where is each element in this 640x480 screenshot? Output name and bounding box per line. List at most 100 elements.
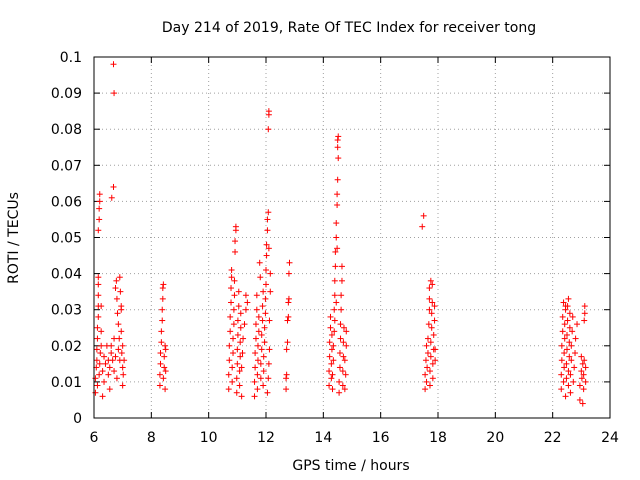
data-point (560, 378, 567, 385)
y-tick-label: 0.03 (51, 303, 82, 319)
x-tick-labels: 6 8 10 12 14 16 18 20 22 24 (90, 430, 619, 446)
data-point (285, 270, 292, 277)
data-point (340, 324, 347, 331)
data-point (121, 357, 128, 364)
data-point (232, 223, 239, 230)
data-point (283, 371, 290, 378)
data-point (159, 285, 166, 292)
data-point (119, 364, 126, 371)
data-point (337, 335, 344, 342)
data-point (332, 263, 339, 270)
data-point (328, 331, 335, 338)
data-point (331, 328, 338, 335)
data-point (582, 364, 589, 371)
data-point (576, 396, 583, 403)
x-tick-label: 24 (601, 430, 619, 446)
data-point (95, 227, 102, 234)
x-tick-label: 16 (372, 430, 390, 446)
data-point (326, 368, 333, 375)
data-point (255, 328, 262, 335)
data-point (237, 353, 244, 360)
data-point (95, 274, 102, 281)
data-point (106, 364, 113, 371)
data-point (261, 339, 268, 346)
y-tick-label: 0.04 (51, 267, 82, 283)
data-point (95, 292, 102, 299)
data-point (102, 360, 109, 367)
data-point (96, 205, 103, 212)
data-point (331, 277, 338, 284)
data-point (257, 274, 264, 281)
data-point (572, 335, 579, 342)
data-point (257, 375, 264, 382)
gridlines (94, 57, 610, 418)
data-point (336, 389, 343, 396)
data-point (96, 216, 103, 223)
data-point (565, 368, 572, 375)
data-point (338, 292, 345, 299)
data-point (566, 310, 573, 317)
data-point (117, 288, 124, 295)
data-point (94, 324, 101, 331)
data-point (561, 321, 568, 328)
data-point (327, 324, 334, 331)
data-point (162, 368, 169, 375)
data-point (563, 375, 570, 382)
data-point (334, 137, 341, 144)
data-point (326, 339, 333, 346)
data-point (156, 382, 163, 389)
data-point (109, 357, 116, 364)
data-point (230, 350, 237, 357)
data-point (336, 364, 343, 371)
data-point (156, 371, 163, 378)
data-point (93, 346, 100, 353)
data-point (162, 346, 169, 353)
data-point (581, 303, 588, 310)
data-point (254, 342, 261, 349)
data-point (158, 339, 165, 346)
data-point (118, 350, 125, 357)
data-point (116, 335, 123, 342)
data-point (424, 350, 431, 357)
data-point (567, 371, 574, 378)
data-point (113, 277, 120, 284)
data-point (114, 310, 121, 317)
data-point (567, 389, 574, 396)
data-point (266, 346, 273, 353)
data-point (99, 393, 106, 400)
data-point (256, 259, 263, 266)
data-point (336, 350, 343, 357)
data-point (582, 378, 589, 385)
data-point (561, 364, 568, 371)
data-point (327, 313, 334, 320)
y-tick-label: 0.06 (51, 194, 82, 210)
data-point (232, 248, 239, 255)
data-point (118, 328, 125, 335)
data-point (422, 357, 429, 364)
data-point (569, 313, 576, 320)
data-point (428, 310, 435, 317)
data-point (566, 339, 573, 346)
data-point (580, 371, 587, 378)
data-point (262, 310, 269, 317)
data-point (426, 382, 433, 389)
data-point (225, 386, 232, 393)
x-axis-label: GPS time / hours (292, 458, 409, 474)
y-tick-label: 0.08 (51, 122, 82, 138)
data-point (160, 375, 167, 382)
data-point (244, 299, 251, 306)
data-point (426, 306, 433, 313)
data-point (328, 360, 335, 367)
data-point (429, 281, 436, 288)
data-point (260, 382, 267, 389)
data-point (333, 299, 340, 306)
data-point (262, 295, 269, 302)
data-point (230, 335, 237, 342)
data-point (157, 350, 164, 357)
data-point (229, 364, 236, 371)
data-point (427, 353, 434, 360)
x-tick-label: 22 (544, 430, 562, 446)
data-point (283, 346, 290, 353)
x-tick-label: 12 (257, 430, 275, 446)
